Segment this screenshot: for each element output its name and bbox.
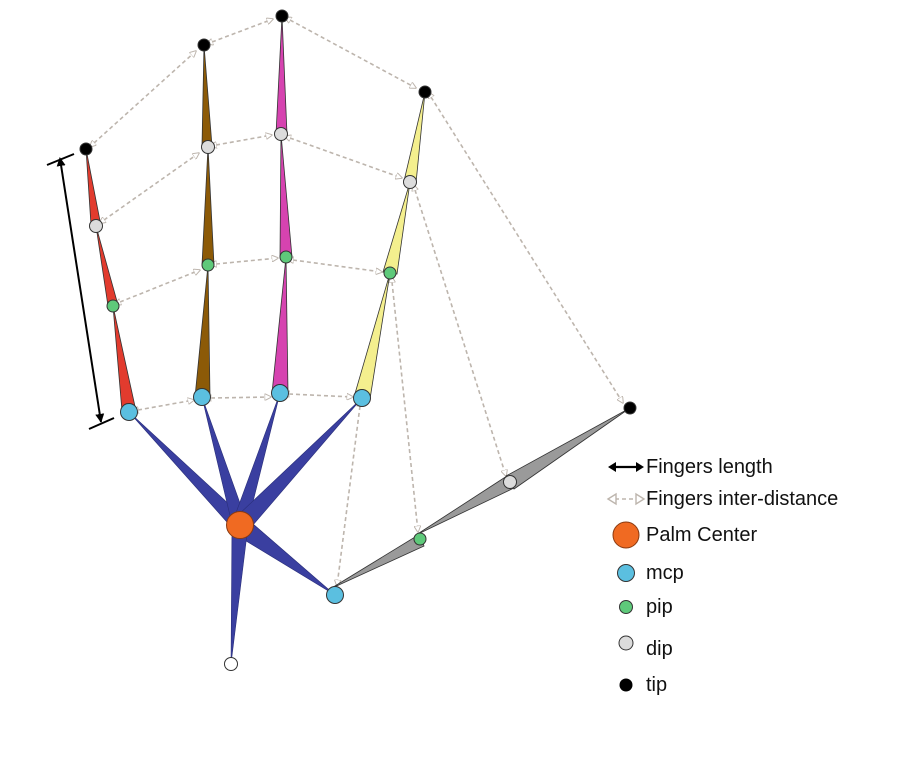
thumb-bone-proximal xyxy=(329,533,425,590)
tip-joint xyxy=(79,142,93,156)
dashed-double-arrow-icon xyxy=(606,484,646,514)
thumb-bone-distal-1 xyxy=(415,475,515,536)
joints xyxy=(79,9,637,671)
dip-joint xyxy=(274,127,288,141)
inter-distance-line xyxy=(289,394,353,397)
mcp-icon xyxy=(606,558,646,588)
finger-bone-middle-distal xyxy=(201,44,213,147)
tip-joint xyxy=(623,401,637,415)
inter-distance-line xyxy=(290,20,416,88)
finger-bone-little-middle xyxy=(382,181,411,275)
legend-label-mcp: mcp xyxy=(646,561,684,584)
pip-joint xyxy=(279,250,293,264)
legend-label-fingers-inter-distance: Fingers inter-distance xyxy=(646,487,839,510)
legend-item-fingers-length: Fingers length xyxy=(606,452,773,482)
inter-distance-line xyxy=(415,190,506,476)
inter-distance-line xyxy=(216,258,278,264)
mcp-joint xyxy=(120,403,138,421)
mcp-joint xyxy=(326,586,344,604)
inter-distance-line xyxy=(337,406,360,586)
pip-joint xyxy=(201,258,215,272)
dip-joint xyxy=(201,140,215,154)
palm-center xyxy=(226,511,254,539)
palm-bones xyxy=(128,392,363,665)
mcp-joint xyxy=(353,389,371,407)
dip-joint xyxy=(89,219,103,233)
finger-bone-index-distal xyxy=(85,148,102,227)
legend-item-tip: tip xyxy=(606,670,667,700)
pip-joint xyxy=(383,266,397,280)
pip-joint xyxy=(413,532,427,546)
legend-item-mcp: mcp xyxy=(606,558,684,588)
pip-joint xyxy=(106,299,120,313)
inter-distance-line xyxy=(94,51,196,143)
fingers-inter-distance-lines xyxy=(94,19,623,586)
finger-bone-little-distal xyxy=(403,91,426,184)
inter-distance-line xyxy=(431,97,623,403)
mcp-joint xyxy=(271,384,289,402)
inter-distance-line xyxy=(104,153,199,220)
double-arrow-icon xyxy=(606,452,646,482)
legend-item-palm-center: Palm Center xyxy=(606,520,757,550)
finger-bone-ring-middle xyxy=(279,133,293,258)
dip-icon xyxy=(606,634,646,664)
legend-label-fingers-length: Fingers length xyxy=(646,455,773,478)
palm-center-icon xyxy=(606,520,646,550)
finger-bone-little-proximal xyxy=(353,272,391,400)
inter-distance-line xyxy=(212,19,273,42)
inter-distance-line xyxy=(293,260,382,272)
fingers-length-arrow xyxy=(56,156,105,423)
dip-joint xyxy=(503,475,517,489)
inter-distance-line xyxy=(392,282,418,532)
finger-bone-ring-distal xyxy=(275,15,288,135)
finger-bones xyxy=(85,15,631,590)
tip-icon xyxy=(606,670,646,700)
inter-distance-line xyxy=(120,270,200,302)
legend-label-pip: pip xyxy=(646,595,673,618)
wrist-joint xyxy=(224,657,238,671)
legend-item-dip: dip xyxy=(606,634,673,664)
inter-distance-line xyxy=(216,135,272,145)
mcp-joint xyxy=(193,388,211,406)
legend-item-pip: pip xyxy=(606,592,673,622)
palm-bone-wrist xyxy=(230,523,249,665)
tip-joint xyxy=(197,38,211,52)
legend-item-fingers-inter-distance: Fingers inter-distance xyxy=(606,484,838,514)
finger-bone-middle-proximal xyxy=(194,264,211,398)
fingers-length-cap-bottom xyxy=(88,417,115,430)
tip-joint xyxy=(418,85,432,99)
tip-joint xyxy=(275,9,289,23)
inter-distance-line xyxy=(138,400,194,410)
legend-label-palm-center: Palm Center xyxy=(646,523,758,546)
dip-joint xyxy=(403,175,417,189)
finger-bone-index-proximal xyxy=(112,305,137,412)
legend-label-dip: dip xyxy=(646,637,673,660)
finger-bone-middle-middle xyxy=(201,146,215,266)
fingers-length-cap-top xyxy=(46,153,75,166)
finger-bone-index-middle xyxy=(95,225,119,307)
fingers-length-indicator xyxy=(46,153,115,430)
inter-distance-line xyxy=(211,397,271,398)
legend-label-tip: tip xyxy=(646,673,668,696)
finger-bone-ring-proximal xyxy=(271,256,289,394)
pip-icon xyxy=(606,592,646,622)
inter-distance-line xyxy=(290,138,402,178)
